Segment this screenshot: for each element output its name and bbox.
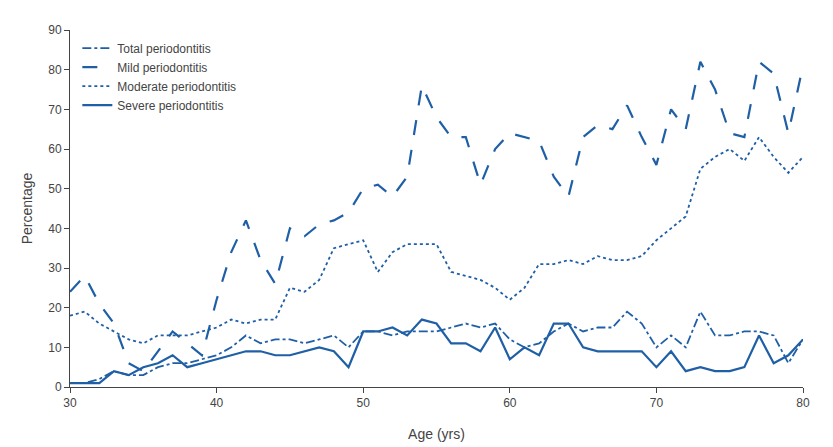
svg-text:0: 0 [55, 380, 62, 394]
svg-text:Age (yrs): Age (yrs) [408, 426, 465, 442]
svg-text:Moderate periodontitis: Moderate periodontitis [117, 80, 236, 94]
svg-text:80: 80 [48, 63, 62, 77]
svg-text:10: 10 [48, 341, 62, 355]
svg-text:Severe periodontitis: Severe periodontitis [117, 99, 223, 113]
svg-text:50: 50 [357, 396, 371, 410]
svg-text:50: 50 [48, 182, 62, 196]
svg-text:40: 40 [48, 222, 62, 236]
svg-text:80: 80 [796, 396, 810, 410]
svg-text:30: 30 [63, 396, 77, 410]
svg-text:20: 20 [48, 301, 62, 315]
svg-text:90: 90 [48, 23, 62, 37]
svg-text:60: 60 [48, 142, 62, 156]
svg-text:60: 60 [503, 396, 517, 410]
svg-text:30: 30 [48, 261, 62, 275]
svg-text:Total periodontitis: Total periodontitis [117, 42, 210, 56]
svg-text:Percentage: Percentage [19, 172, 35, 244]
svg-text:40: 40 [210, 396, 224, 410]
svg-text:70: 70 [650, 396, 664, 410]
svg-text:70: 70 [48, 103, 62, 117]
svg-text:Mild periodontitis: Mild periodontitis [117, 61, 207, 75]
